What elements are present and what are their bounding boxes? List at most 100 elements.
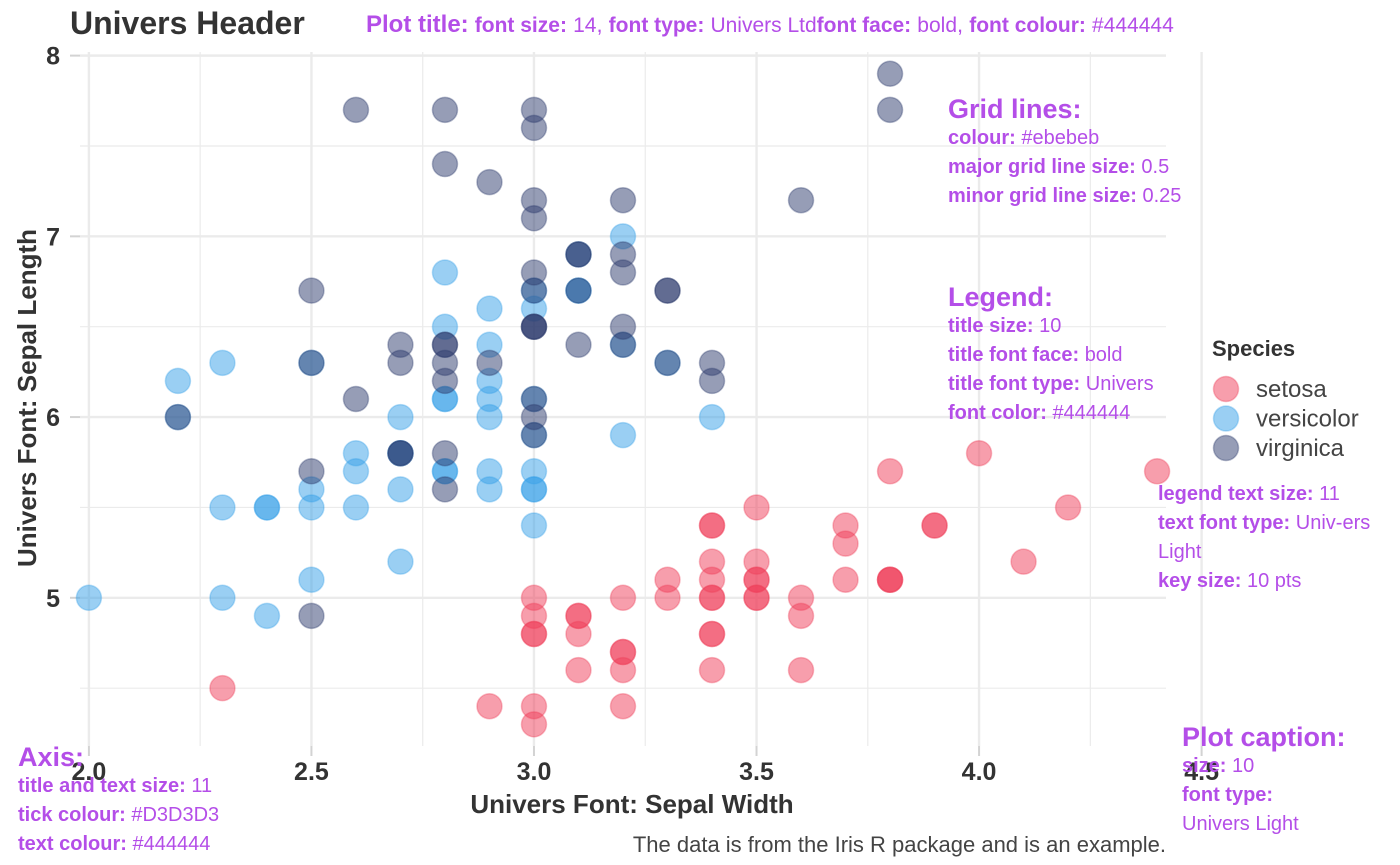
x-tick-label: 2.0 bbox=[72, 758, 107, 786]
legend-key-virginica bbox=[1212, 434, 1240, 462]
data-point-virginica bbox=[298, 602, 325, 630]
data-point-setosa bbox=[565, 602, 592, 630]
y-tick-label: 8 bbox=[46, 43, 60, 71]
data-point-setosa bbox=[609, 656, 637, 684]
data-point-versicolor bbox=[698, 403, 726, 431]
data-point-virginica bbox=[565, 277, 592, 304]
data-point-virginica bbox=[342, 96, 370, 124]
legend-text-size-value: 11 bbox=[1319, 483, 1340, 505]
data-point-virginica bbox=[609, 331, 637, 359]
data-point-virginica bbox=[298, 458, 325, 485]
data-point-versicolor bbox=[209, 349, 236, 377]
grid-lines-annotation: Grid lines: colour: #ebebeb major grid l… bbox=[948, 94, 1181, 211]
data-point-virginica bbox=[431, 96, 459, 124]
font-size-value: 14 bbox=[573, 14, 597, 37]
data-point-setosa bbox=[654, 584, 681, 612]
legend-title-size-value: 10 bbox=[1039, 315, 1062, 337]
data-point-setosa bbox=[698, 512, 726, 539]
legend-title-face-label: title font face: bbox=[948, 344, 1080, 366]
tick-colour-label: tick colour: bbox=[18, 804, 126, 826]
data-point-versicolor bbox=[209, 494, 236, 521]
legend-title-type-label: title font type: bbox=[948, 373, 1081, 395]
data-point-versicolor bbox=[209, 584, 236, 612]
axis-size-value: 11 bbox=[191, 775, 213, 797]
data-point-setosa bbox=[965, 439, 993, 467]
data-point-versicolor bbox=[387, 403, 414, 431]
data-point-versicolor bbox=[387, 476, 414, 503]
data-point-setosa bbox=[743, 584, 770, 612]
data-point-virginica bbox=[876, 96, 904, 124]
plot-caption-annotation: Plot caption: size: 10 font type: Univer… bbox=[1182, 722, 1346, 839]
data-point-virginica bbox=[476, 168, 503, 196]
font-type-value: Univers Ltd bbox=[710, 14, 817, 37]
data-point-setosa bbox=[476, 692, 503, 720]
data-point-versicolor bbox=[342, 439, 370, 467]
data-point-versicolor bbox=[476, 458, 503, 485]
data-point-versicolor bbox=[253, 494, 281, 521]
grid-annotation-heading: Grid lines: bbox=[948, 94, 1082, 124]
data-point-setosa bbox=[787, 656, 815, 684]
font-colour-label: font colour: bbox=[969, 14, 1086, 37]
data-point-setosa bbox=[876, 566, 904, 593]
text-colour-label: text colour: bbox=[18, 833, 127, 855]
axis-annotation-heading: Axis: bbox=[18, 742, 85, 772]
data-point-versicolor bbox=[476, 403, 503, 431]
data-point-virginica bbox=[164, 403, 192, 431]
data-point-versicolor bbox=[387, 548, 414, 575]
minor-grid-label: minor grid line size: bbox=[948, 185, 1137, 207]
key-size-value: 10 pts bbox=[1246, 570, 1302, 592]
data-point-versicolor bbox=[253, 602, 281, 630]
data-point-setosa bbox=[1010, 548, 1037, 575]
x-tick-label: 3.5 bbox=[739, 758, 774, 786]
data-point-setosa bbox=[520, 692, 548, 720]
font-colour-value: #444444 bbox=[1092, 14, 1174, 37]
legend-text-size-label: legend text size: bbox=[1158, 483, 1314, 505]
data-point-versicolor bbox=[164, 367, 192, 395]
x-tick-label: 2.5 bbox=[294, 758, 329, 786]
plot-title-annotation-heading: Plot title: bbox=[366, 11, 469, 38]
data-point-setosa bbox=[520, 584, 548, 612]
grid-colour-value: #ebebeb bbox=[1021, 127, 1100, 149]
data-point-setosa bbox=[698, 620, 726, 648]
legend-label-setosa: setosa bbox=[1256, 376, 1327, 403]
data-point-virginica bbox=[654, 349, 681, 377]
data-point-virginica bbox=[520, 277, 548, 304]
legend-title-type-value: Univers bbox=[1085, 373, 1154, 395]
data-point-virginica bbox=[431, 476, 459, 503]
legend-title-face-value: bold bbox=[1084, 344, 1123, 366]
y-tick-label: 6 bbox=[46, 404, 60, 432]
font-type-label: font type: bbox=[608, 14, 705, 37]
tick-labels: 2.0 2.5 3.0 3.5 4.0 4.5 5 6 7 8 bbox=[46, 43, 1219, 786]
plot-title-annotation: Plot title: font size: 14, font type: Un… bbox=[366, 11, 1174, 38]
y-tick-label: 5 bbox=[46, 585, 60, 613]
plot-caption: The data is from the Iris R package and … bbox=[633, 832, 1166, 857]
major-grid-label: major grid line size: bbox=[948, 156, 1136, 178]
data-point-setosa bbox=[609, 584, 637, 612]
data-point-virginica bbox=[876, 60, 904, 87]
data-point-setosa bbox=[743, 548, 770, 575]
data-point-setosa bbox=[209, 674, 236, 702]
data-point-versicolor bbox=[298, 494, 325, 521]
legend-title: Species bbox=[1212, 336, 1295, 361]
font-face-label: font face: bbox=[816, 14, 912, 37]
data-point-versicolor bbox=[520, 512, 548, 539]
caption-size-value: 10 bbox=[1232, 755, 1255, 777]
axis-ticks bbox=[70, 54, 1203, 756]
x-tick-label: 3.0 bbox=[517, 758, 552, 786]
caption-type-value: Univers Light bbox=[1182, 813, 1299, 835]
font-face-value: bold bbox=[917, 14, 957, 37]
font-size-label: font size: bbox=[474, 14, 567, 37]
data-point-setosa bbox=[609, 692, 637, 720]
data-point-setosa bbox=[832, 530, 859, 557]
caption-size-label: size: bbox=[1182, 755, 1227, 777]
data-point-virginica bbox=[520, 421, 548, 449]
legend-title-size-label: title size: bbox=[948, 315, 1034, 337]
key-size-label: key size: bbox=[1158, 570, 1242, 592]
x-tick-label: 4.0 bbox=[962, 758, 997, 786]
x-axis-title: Univers Font: Sepal Width bbox=[470, 789, 793, 819]
data-point-virginica bbox=[787, 186, 815, 214]
x-tick-label: 4.5 bbox=[1184, 758, 1219, 786]
data-point-setosa bbox=[520, 620, 548, 648]
